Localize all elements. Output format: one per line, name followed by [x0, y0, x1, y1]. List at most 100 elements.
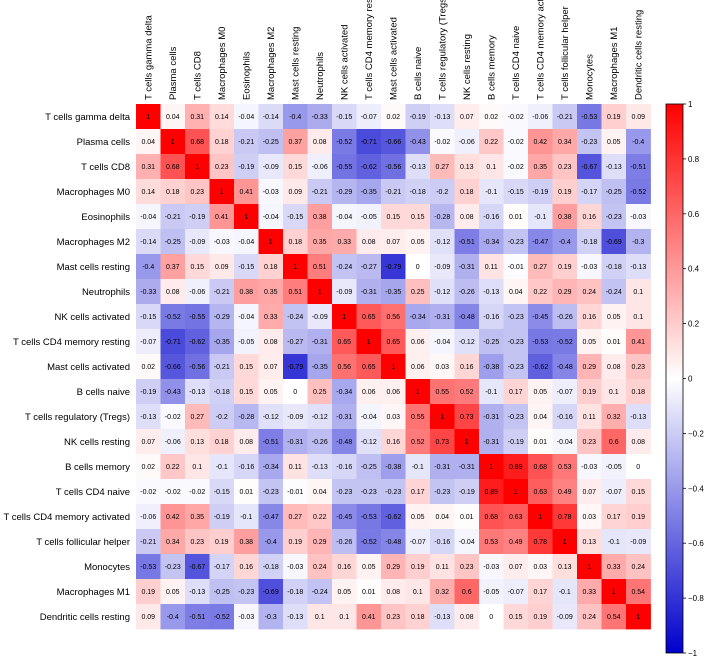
- heatmap-cell: [503, 379, 529, 405]
- cell-value: -0.04: [459, 539, 475, 546]
- cell-value: 0.04: [509, 289, 523, 296]
- cell-value: -0.21: [385, 189, 401, 196]
- heatmap-cell: [209, 304, 235, 330]
- heatmap-cell: [577, 179, 602, 205]
- cell-value: -0.35: [214, 339, 230, 346]
- heatmap-cell: [234, 329, 259, 355]
- cell-value: -0.67: [189, 564, 205, 571]
- heatmap-cell: [209, 379, 235, 405]
- cell-value: -0.45: [336, 514, 352, 521]
- cell-value: -0.1: [485, 389, 497, 396]
- heatmap-cell: [552, 179, 578, 205]
- heatmap-cell: [185, 329, 210, 355]
- cell-value: -0.07: [557, 389, 573, 396]
- heatmap-cell: [381, 279, 406, 305]
- heatmap-cell: [185, 354, 210, 380]
- column-label: Dendritic cells resting: [633, 10, 644, 100]
- heatmap-cell: [209, 104, 235, 130]
- column-label: NK cells activated: [339, 24, 350, 100]
- cell-value: 0.53: [484, 539, 498, 546]
- heatmap-cell: [528, 454, 553, 480]
- cell-value: 0.31: [190, 114, 204, 121]
- cell-value: 0.04: [533, 414, 547, 421]
- cell-value: 0.06: [411, 339, 425, 346]
- cell-value: 0.19: [631, 514, 645, 521]
- heatmap-cell: [577, 479, 602, 505]
- heatmap-cell: [454, 129, 480, 155]
- heatmap-cell: [577, 379, 602, 405]
- heatmap-cell: [160, 429, 186, 455]
- heatmap-cell: [209, 454, 235, 480]
- heatmap-cell: [552, 129, 578, 155]
- heatmap-cell: [258, 279, 284, 305]
- heatmap-cell: [552, 454, 578, 480]
- heatmap-cell: [601, 554, 627, 580]
- heatmap-cell: [479, 254, 504, 280]
- heatmap-cell: [283, 429, 308, 455]
- cell-value: -0.26: [312, 439, 328, 446]
- colorbar: 1 0.8 0.6 0.4 0.2 0 −0.2 −0.4 −0.6 −0.8 −1: [665, 100, 704, 658]
- cell-value: -0.04: [336, 214, 352, 221]
- cell-value: -0.13: [630, 414, 646, 421]
- cell-value: -0.52: [557, 339, 573, 346]
- heatmap-cell: [283, 104, 308, 130]
- heatmap-cell: [307, 529, 333, 555]
- cell-value: 0.25: [313, 389, 327, 396]
- heatmap-cell: [601, 279, 627, 305]
- heatmap-cell: [234, 354, 259, 380]
- cell-value: -0.04: [140, 214, 156, 221]
- heatmap-cell: [405, 454, 431, 480]
- cell-value: -0.13: [189, 389, 205, 396]
- cell-value: 0.89: [484, 489, 498, 496]
- cell-value: 0: [416, 264, 420, 271]
- heatmap-cell: [503, 204, 529, 230]
- cell-value: -0.18: [606, 264, 622, 271]
- cell-value: -0.51: [263, 439, 279, 446]
- cell-value: 0.63: [533, 489, 547, 496]
- cell-value: 0.09: [215, 264, 229, 271]
- cell-value: -0.13: [410, 164, 426, 171]
- cell-value: -0.1: [559, 589, 571, 596]
- heatmap-cell: [234, 429, 259, 455]
- cell-value: -0.34: [483, 239, 499, 246]
- heatmap-cell: [454, 429, 480, 455]
- heatmap-cell: [185, 479, 210, 505]
- cell-value: 0.02: [141, 464, 155, 471]
- heatmap-cell: [577, 329, 602, 355]
- cell-value: 0.68: [484, 514, 498, 521]
- heatmap-cell: [479, 154, 504, 180]
- cell-value: -0.09: [336, 289, 352, 296]
- cell-value: -0.4: [167, 614, 179, 621]
- heatmap-cell: [601, 454, 627, 480]
- cell-value: -0.06: [312, 164, 328, 171]
- cell-value: -0.21: [140, 539, 156, 546]
- heatmap-cell: [626, 504, 651, 530]
- heatmap-cell: [601, 604, 627, 630]
- column-label: T cells regulatory (Tregs): [437, 0, 448, 100]
- cell-value: 0.07: [509, 564, 523, 571]
- heatmap-cell: [552, 254, 578, 280]
- heatmap-cell: [503, 304, 529, 330]
- cell-value: 0.13: [558, 564, 572, 571]
- heatmap-cell: [405, 604, 431, 630]
- heatmap-cell: [454, 604, 480, 630]
- colorbar-tick-label: −1: [688, 649, 698, 658]
- heatmap-cell: [307, 604, 333, 630]
- heatmap-cell: [405, 279, 431, 305]
- cell-value: -0.62: [361, 164, 377, 171]
- heatmap-cell: [454, 379, 480, 405]
- heatmap-cell: [503, 354, 529, 380]
- cell-value: -0.05: [238, 339, 254, 346]
- cell-value: -0.02: [508, 114, 524, 121]
- heatmap-cell: [283, 504, 308, 530]
- cell-value: 0.04: [435, 514, 449, 521]
- cell-value: 0.08: [631, 439, 645, 446]
- heatmap-cell: [528, 429, 553, 455]
- cell-value: -0.13: [434, 614, 450, 621]
- cell-value: 0.09: [288, 189, 302, 196]
- cell-value: -0.14: [263, 114, 279, 121]
- heatmap-cell: [552, 279, 578, 305]
- heatmap-cell: [552, 554, 578, 580]
- heatmap-cell: [307, 354, 333, 380]
- cell-value: -0.23: [165, 564, 181, 571]
